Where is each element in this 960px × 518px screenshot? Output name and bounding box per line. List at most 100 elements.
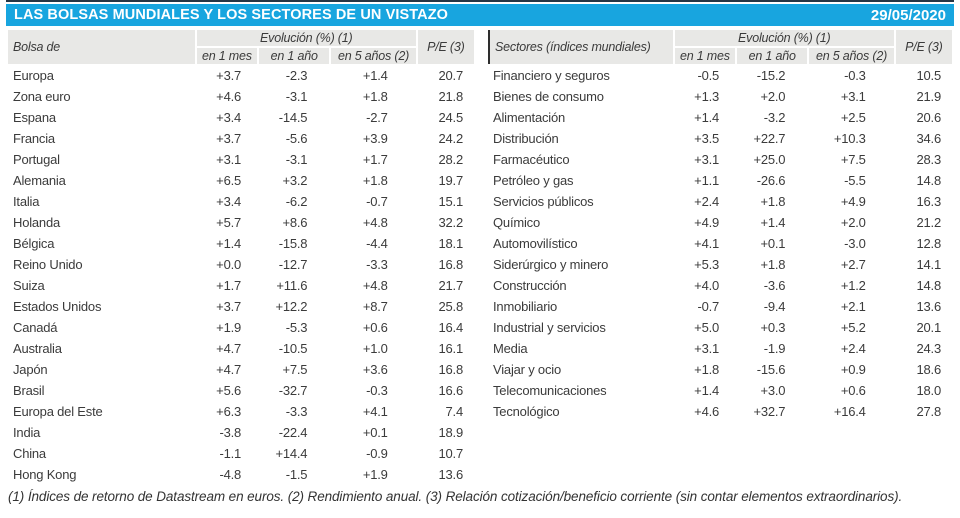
row-label: Estados Unidos — [13, 299, 102, 314]
value-5-years: +1.2 — [840, 278, 866, 293]
footnote: (1) Índices de retorno de Datastream en … — [8, 489, 903, 504]
row-label: Holanda — [13, 215, 61, 230]
value-5-years: +4.8 — [362, 215, 388, 230]
value-pe: 24.2 — [438, 131, 463, 146]
markets-evolution-group-header: Evolución (%) (1) — [196, 30, 416, 46]
value-1-year: -12.7 — [278, 257, 308, 272]
row-label: Canadá — [13, 320, 58, 335]
value-5-years: +0.9 — [840, 362, 866, 377]
row-label: Siderúrgico y minero — [493, 257, 609, 272]
value-pe: 18.0 — [916, 383, 941, 398]
value-pe: 13.6 — [916, 299, 941, 314]
value-pe: 18.1 — [438, 236, 463, 251]
table-row: Zona euro +4.6 -3.1 +1.8 21.8 — [8, 87, 474, 106]
value-1-year: -3.6 — [763, 278, 786, 293]
value-1-year: +1.4 — [760, 215, 786, 230]
date-label: 29/05/2020 — [870, 6, 946, 24]
markets-subheader-5-years: en 5 años (2) — [331, 48, 416, 64]
row-label: Tecnológico — [493, 404, 560, 419]
value-1-year: -15.6 — [756, 362, 786, 377]
table-row: Siderúrgico y minero +5.3 +1.8 +2.7 14.1 — [488, 255, 952, 274]
value-1-month: -4.8 — [219, 467, 242, 482]
value-1-month: +1.4 — [216, 236, 242, 251]
row-label: Bienes de consumo — [493, 89, 604, 104]
value-5-years: +1.8 — [362, 173, 388, 188]
table-row: Australia +4.7 -10.5 +1.0 16.1 — [8, 339, 474, 358]
value-5-years: +1.4 — [362, 68, 388, 83]
row-label: Viajar y ocio — [493, 362, 561, 377]
value-1-month: +4.7 — [216, 362, 242, 377]
table-row: China -1.1 +14.4 -0.9 10.7 — [8, 444, 474, 463]
row-label: Francia — [13, 131, 55, 146]
value-pe: 12.8 — [916, 236, 941, 251]
value-1-year: +2.0 — [760, 89, 786, 104]
value-5-years: -2.7 — [366, 110, 388, 125]
table-row: Inmobiliario -0.7 -9.4 +2.1 13.6 — [488, 297, 952, 316]
value-pe: 20.7 — [438, 68, 463, 83]
row-label: Media — [493, 341, 528, 356]
value-1-month: +3.7 — [216, 68, 242, 83]
value-pe: 14.1 — [916, 257, 941, 272]
value-1-month: +3.1 — [694, 341, 720, 356]
value-pe: 13.6 — [438, 467, 463, 482]
value-5-years: +5.2 — [840, 320, 866, 335]
value-1-month: +4.1 — [694, 236, 720, 251]
sectors-subheader-5-years: en 5 años (2) — [809, 48, 894, 64]
value-1-year: +7.5 — [282, 362, 308, 377]
row-label: Reino Unido — [13, 257, 83, 272]
row-label: Químico — [493, 215, 541, 230]
table-row: Tecnológico +4.6 +32.7 +16.4 27.8 — [488, 402, 952, 421]
markets-pe-column-header: P/E (3) — [417, 30, 474, 64]
value-5-years: +16.4 — [833, 404, 866, 419]
row-label: Automovilístico — [493, 236, 578, 251]
value-pe: 34.6 — [916, 131, 941, 146]
sectors-table-header: Sectores (índices mundiales) Evolución (… — [488, 30, 952, 64]
row-label: Servicios públicos — [493, 194, 594, 209]
value-1-month: +1.1 — [694, 173, 720, 188]
row-label: Italia — [13, 194, 40, 209]
table-row: Japón +4.7 +7.5 +3.6 16.8 — [8, 360, 474, 379]
value-1-month: +2.4 — [694, 194, 720, 209]
value-pe: 21.7 — [438, 278, 463, 293]
table-row: Canadá +1.9 -5.3 +0.6 16.4 — [8, 318, 474, 337]
value-5-years: +4.9 — [840, 194, 866, 209]
row-label: Industrial y servicios — [493, 320, 606, 335]
sectors-label-column-header: Sectores (índices mundiales) — [488, 30, 673, 64]
value-5-years: +0.6 — [362, 320, 388, 335]
value-pe: 18.6 — [916, 362, 941, 377]
table-row: Financiero y seguros -0.5 -15.2 -0.3 10.5 — [488, 66, 952, 85]
value-pe: 21.2 — [916, 215, 941, 230]
value-1-year: -10.5 — [278, 341, 308, 356]
value-1-month: -3.8 — [219, 425, 242, 440]
table-row: Holanda +5.7 +8.6 +4.8 32.2 — [8, 213, 474, 232]
sectors-subheader-1-year: en 1 año — [737, 48, 808, 64]
value-5-years: +10.3 — [833, 131, 866, 146]
value-pe: 16.6 — [438, 383, 463, 398]
value-pe: 19.7 — [438, 173, 463, 188]
table-row: Reino Unido +0.0 -12.7 -3.3 16.8 — [8, 255, 474, 274]
value-5-years: +3.1 — [840, 89, 866, 104]
value-pe: 10.5 — [916, 68, 941, 83]
sectors-pe-column-header: P/E (3) — [895, 30, 952, 64]
value-5-years: -4.4 — [366, 236, 388, 251]
value-1-month: +1.4 — [694, 110, 720, 125]
value-1-year: -1.5 — [285, 467, 308, 482]
row-label: Farmacéutico — [493, 152, 570, 167]
value-5-years: +4.1 — [362, 404, 388, 419]
value-1-month: +3.7 — [216, 299, 242, 314]
value-pe: 24.5 — [438, 110, 463, 125]
value-5-years: +0.6 — [840, 383, 866, 398]
value-5-years: -3.0 — [844, 236, 866, 251]
page-title: LAS BOLSAS MUNDIALES Y LOS SECTORES DE U… — [14, 7, 449, 23]
value-5-years: +8.7 — [362, 299, 388, 314]
value-1-year: -9.4 — [763, 299, 786, 314]
table-row: Telecomunicaciones +1.4 +3.0 +0.6 18.0 — [488, 381, 952, 400]
value-1-year: +0.1 — [760, 236, 786, 251]
tables-container: Bolsa de Evolución (%) (1) P/E (3) en 1 … — [6, 28, 954, 486]
value-5-years: -3.3 — [366, 257, 388, 272]
value-5-years: +7.5 — [840, 152, 866, 167]
title-bar: LAS BOLSAS MUNDIALES Y LOS SECTORES DE U… — [6, 4, 954, 26]
table-row: Espana +3.4 -14.5 -2.7 24.5 — [8, 108, 474, 127]
value-pe: 16.1 — [438, 341, 463, 356]
value-pe: 16.3 — [916, 194, 941, 209]
